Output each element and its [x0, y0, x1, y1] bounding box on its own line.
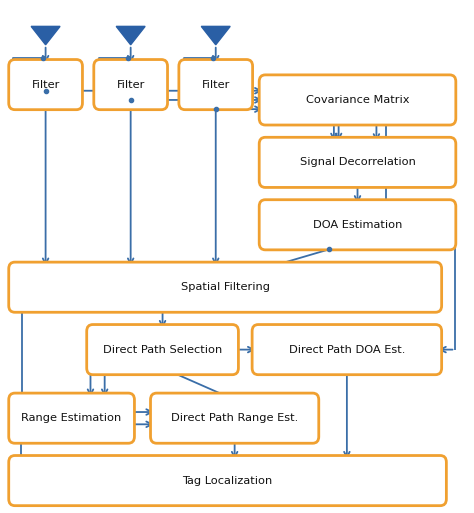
Text: DOA Estimation: DOA Estimation	[313, 220, 402, 230]
Polygon shape	[31, 26, 60, 45]
FancyBboxPatch shape	[87, 325, 238, 374]
FancyBboxPatch shape	[9, 60, 82, 110]
Text: Direct Path Range Est.: Direct Path Range Est.	[171, 413, 298, 423]
FancyBboxPatch shape	[9, 262, 442, 312]
Text: Range Estimation: Range Estimation	[21, 413, 122, 423]
Text: Signal Decorrelation: Signal Decorrelation	[300, 157, 415, 167]
FancyBboxPatch shape	[252, 325, 442, 374]
FancyBboxPatch shape	[259, 75, 456, 125]
FancyBboxPatch shape	[9, 456, 447, 506]
FancyBboxPatch shape	[259, 200, 456, 250]
FancyBboxPatch shape	[94, 60, 167, 110]
FancyBboxPatch shape	[179, 60, 253, 110]
Text: Filter: Filter	[31, 80, 60, 90]
FancyBboxPatch shape	[259, 137, 456, 187]
Text: Filter: Filter	[117, 80, 145, 90]
Polygon shape	[201, 26, 230, 45]
Text: Filter: Filter	[201, 80, 230, 90]
Text: Direct Path Selection: Direct Path Selection	[103, 345, 222, 354]
Polygon shape	[116, 26, 145, 45]
Text: Covariance Matrix: Covariance Matrix	[306, 95, 409, 105]
FancyBboxPatch shape	[151, 393, 319, 443]
Text: Direct Path DOA Est.: Direct Path DOA Est.	[289, 345, 405, 354]
Text: Tag Localization: Tag Localization	[182, 476, 273, 486]
Text: Spatial Filtering: Spatial Filtering	[181, 282, 270, 292]
FancyBboxPatch shape	[9, 393, 135, 443]
